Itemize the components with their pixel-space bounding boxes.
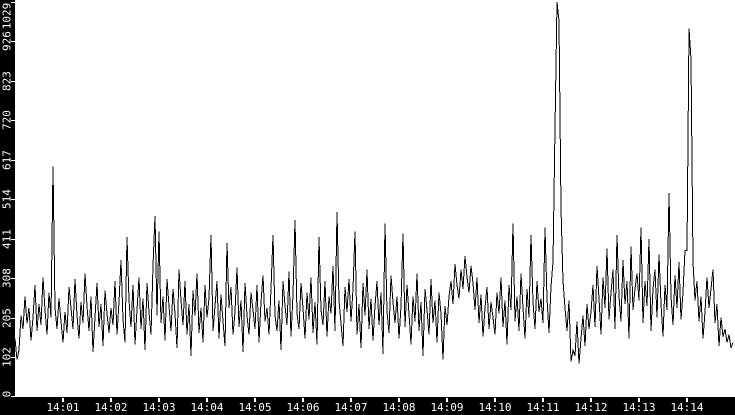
x-tick-mark <box>350 398 352 402</box>
x-tick-mark <box>398 398 400 402</box>
x-tick-mark <box>542 398 544 402</box>
x-tick-mark <box>206 398 208 402</box>
x-tick-label: 14:09 <box>430 401 464 414</box>
x-tick-label: 14:01 <box>46 401 80 414</box>
y-tick-mark <box>11 239 15 240</box>
y-tick-label: 720 <box>0 110 14 130</box>
x-tick-mark <box>686 398 688 402</box>
y-tick-mark <box>11 278 15 279</box>
y-tick-label: 617 <box>0 150 14 170</box>
plot-area <box>15 0 735 397</box>
y-tick-label: 1029 <box>0 2 14 30</box>
y-tick-mark <box>11 160 15 161</box>
x-tick-mark <box>158 398 160 402</box>
y-tick-label: 102 <box>0 347 14 367</box>
x-tick-mark <box>62 398 64 402</box>
x-tick-label: 14:04 <box>190 401 224 414</box>
y-tick-mark <box>11 199 15 200</box>
x-tick-mark <box>494 398 496 402</box>
y-tick-label: 308 <box>0 268 14 288</box>
x-tick-label: 14:11 <box>526 401 560 414</box>
y-tick-mark <box>11 120 15 121</box>
y-tick-mark <box>11 2 15 3</box>
x-tick-label: 14:06 <box>286 401 320 414</box>
x-tick-mark <box>254 398 256 402</box>
y-tick-mark <box>11 81 15 82</box>
x-tick-label: 14:07 <box>334 401 368 414</box>
y-tick-mark <box>11 357 15 358</box>
x-tick-label: 14:14 <box>670 401 704 414</box>
x-tick-label: 14:02 <box>94 401 128 414</box>
y-tick-label: 514 <box>0 189 14 209</box>
y-tick-mark <box>11 318 15 319</box>
y-tick-label: 205 <box>0 308 14 328</box>
x-tick-label: 14:12 <box>574 401 608 414</box>
x-tick-mark <box>302 398 304 402</box>
x-tick-label: 14:13 <box>622 401 656 414</box>
x-tick-mark <box>638 398 640 402</box>
x-tick-mark <box>590 398 592 402</box>
y-tick-label: 0 <box>0 390 14 398</box>
x-tick-label: 14:08 <box>382 401 416 414</box>
x-tick-mark <box>446 398 448 402</box>
x-tick-label: 14:03 <box>142 401 176 414</box>
x-tick-label: 14:05 <box>238 401 272 414</box>
x-tick-label: 14:10 <box>478 401 512 414</box>
y-tick-mark <box>11 396 15 397</box>
x-tick-mark <box>110 398 112 402</box>
y-tick-label: 411 <box>0 229 14 249</box>
y-tick-label: 823 <box>0 71 14 91</box>
chart-canvas <box>15 1 734 364</box>
y-tick-label: 926 <box>0 31 14 51</box>
line-series <box>15 1 734 364</box>
y-tick-mark <box>11 41 15 42</box>
